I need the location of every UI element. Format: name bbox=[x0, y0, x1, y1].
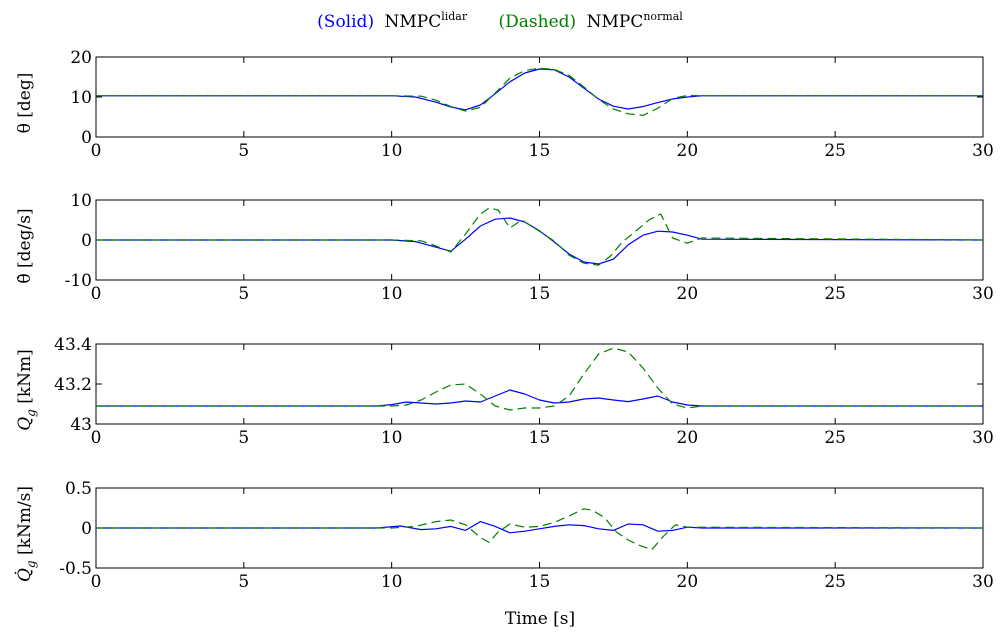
series-line-nmpc-lidar bbox=[96, 521, 983, 534]
legend-dashed-sup: normal bbox=[643, 10, 683, 23]
y-tick-label: 0.5 bbox=[65, 479, 92, 499]
legend: (Solid) NMPClidar (Dashed) NMPCnormal bbox=[317, 5, 683, 32]
x-tick-label: 5 bbox=[238, 141, 249, 161]
series-line-nmpc-lidar bbox=[96, 217, 984, 265]
y-axis-title-theta-rate: θ̇ [deg/s] bbox=[15, 208, 35, 283]
panel-theta: 0 5 10 15 20 25 30 0 10 20 θ [deg] bbox=[15, 48, 994, 161]
x-tick-label: 20 bbox=[677, 284, 699, 304]
x-tick-label: 5 bbox=[238, 428, 249, 448]
panel-generator-torque: 0 5 10 15 20 25 30 43 43.2 43.4 Qg [kNm] bbox=[15, 335, 994, 448]
x-tick-label: 10 bbox=[381, 428, 403, 448]
x-tick-label: 15 bbox=[529, 572, 551, 592]
x-tick-label: 30 bbox=[972, 428, 994, 448]
y-tick-label: 10 bbox=[70, 191, 92, 211]
series-line-nmpc-normal bbox=[96, 347, 983, 411]
legend-dashed-name: NMPC bbox=[587, 12, 644, 32]
x-tick-label: 10 bbox=[381, 572, 403, 592]
plot-frame-generator-torque bbox=[95, 343, 984, 425]
x-tick-label: 0 bbox=[91, 428, 102, 448]
x-axis-title: Time [s] bbox=[505, 609, 575, 629]
x-tick-label: 10 bbox=[381, 141, 403, 161]
series-line-nmpc-normal bbox=[96, 508, 984, 551]
legend-solid-name: NMPC bbox=[384, 12, 441, 32]
series-line-nmpc-normal bbox=[96, 67, 983, 116]
y-tick-label: -0.5 bbox=[59, 559, 92, 579]
x-tick-label: 10 bbox=[381, 284, 403, 304]
x-tick-label: 15 bbox=[529, 428, 551, 448]
y-tick-label: 43.4 bbox=[54, 335, 92, 355]
x-tick-label: 25 bbox=[824, 141, 846, 161]
x-tick-label: 20 bbox=[677, 572, 699, 592]
x-tick-label: 25 bbox=[824, 572, 846, 592]
x-tick-label: 25 bbox=[824, 428, 846, 448]
legend-solid-sup: lidar bbox=[441, 10, 468, 23]
x-tick-label: 20 bbox=[677, 428, 699, 448]
y-tick-label: 10 bbox=[70, 88, 92, 108]
x-tick-label: 0 bbox=[91, 572, 102, 592]
y-axis-title-theta: θ [deg] bbox=[15, 73, 35, 134]
y-tick-label: 20 bbox=[70, 48, 92, 68]
x-tick-label: 15 bbox=[529, 284, 551, 304]
series-line-nmpc-lidar bbox=[96, 389, 983, 407]
x-tick-label: 30 bbox=[972, 572, 994, 592]
x-tick-label: 30 bbox=[972, 141, 994, 161]
legend-dashed-tag: (Dashed) bbox=[499, 12, 577, 32]
y-tick-label: 43 bbox=[70, 415, 92, 435]
x-tick-label: 0 bbox=[91, 141, 102, 161]
x-tick-label: 15 bbox=[529, 141, 551, 161]
panel-generator-torque-rate: 0 5 10 15 20 25 30-0.500.5Q̇g [kNm/s] bbox=[15, 479, 994, 592]
series-line-nmpc-normal bbox=[96, 207, 984, 266]
y-tick-label: 0 bbox=[81, 519, 92, 539]
x-tick-label: 5 bbox=[238, 572, 249, 592]
series-line-nmpc-lidar bbox=[96, 68, 983, 111]
y-tick-label: -10 bbox=[65, 271, 92, 291]
y-axis-title-generator-torque-rate: Q̇g [kNm/s] bbox=[15, 486, 38, 582]
x-tick-label: 25 bbox=[824, 284, 846, 304]
y-tick-label: 0 bbox=[81, 128, 92, 148]
legend-solid-tag: (Solid) bbox=[317, 12, 374, 32]
x-tick-label: 30 bbox=[972, 284, 994, 304]
y-axis-title-generator-torque: Qg [kNm] bbox=[15, 349, 38, 431]
x-tick-label: 0 bbox=[91, 284, 102, 304]
x-tick-label: 5 bbox=[238, 284, 249, 304]
y-tick-label: 0 bbox=[81, 231, 92, 251]
x-tick-label: 20 bbox=[677, 141, 699, 161]
y-tick-label: 43.2 bbox=[54, 375, 92, 395]
